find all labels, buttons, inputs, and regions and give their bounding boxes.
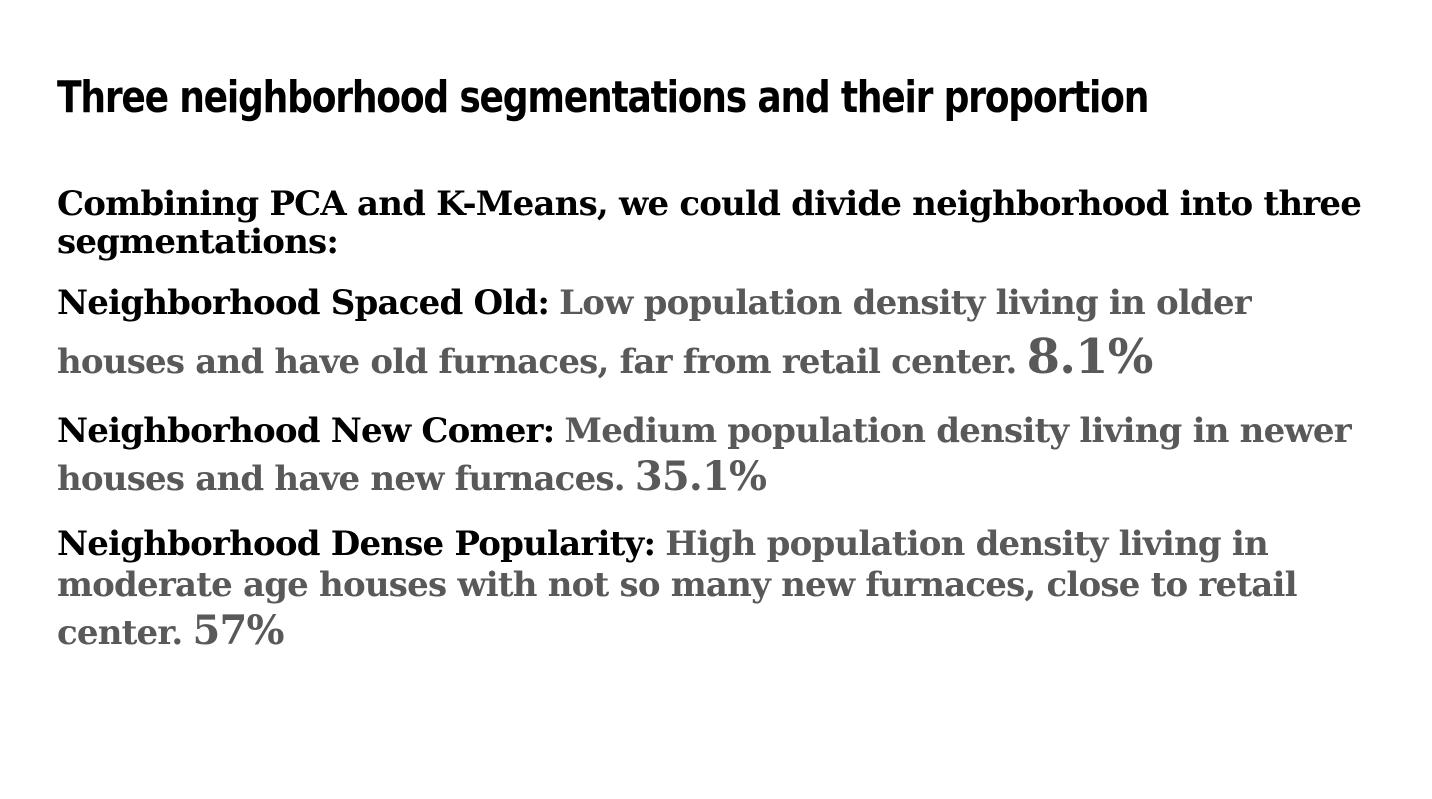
segment-proportion: 57% (192, 606, 284, 654)
slide-body: Combining PCA and K-Means, we could divi… (57, 185, 1377, 677)
segment-name: Neighborhood Spaced Old: (57, 283, 550, 324)
segment-proportion: 8.1% (1026, 329, 1154, 386)
segment-description: High population density living in modera… (57, 523, 1298, 653)
segment-description: Medium population density living in newe… (57, 411, 1352, 499)
slide-title: Three neighborhood segmentations and the… (57, 72, 1149, 123)
segment-proportion: 35.1% (634, 452, 767, 500)
segment-name: Neighborhood Dense Popularity: (57, 523, 656, 564)
segment-description: Low population density living in older h… (57, 283, 1252, 383)
segment-spaced-old: Neighborhood Spaced Old: Low population … (57, 281, 1377, 389)
segment-name: Neighborhood New Comer: (57, 411, 555, 452)
segment-new-comer: Neighborhood New Comer: Medium populatio… (57, 411, 1377, 501)
intro-text: Combining PCA and K-Means, we could divi… (57, 184, 1362, 263)
segment-dense-popularity: Neighborhood Dense Popularity: High popu… (57, 524, 1377, 656)
